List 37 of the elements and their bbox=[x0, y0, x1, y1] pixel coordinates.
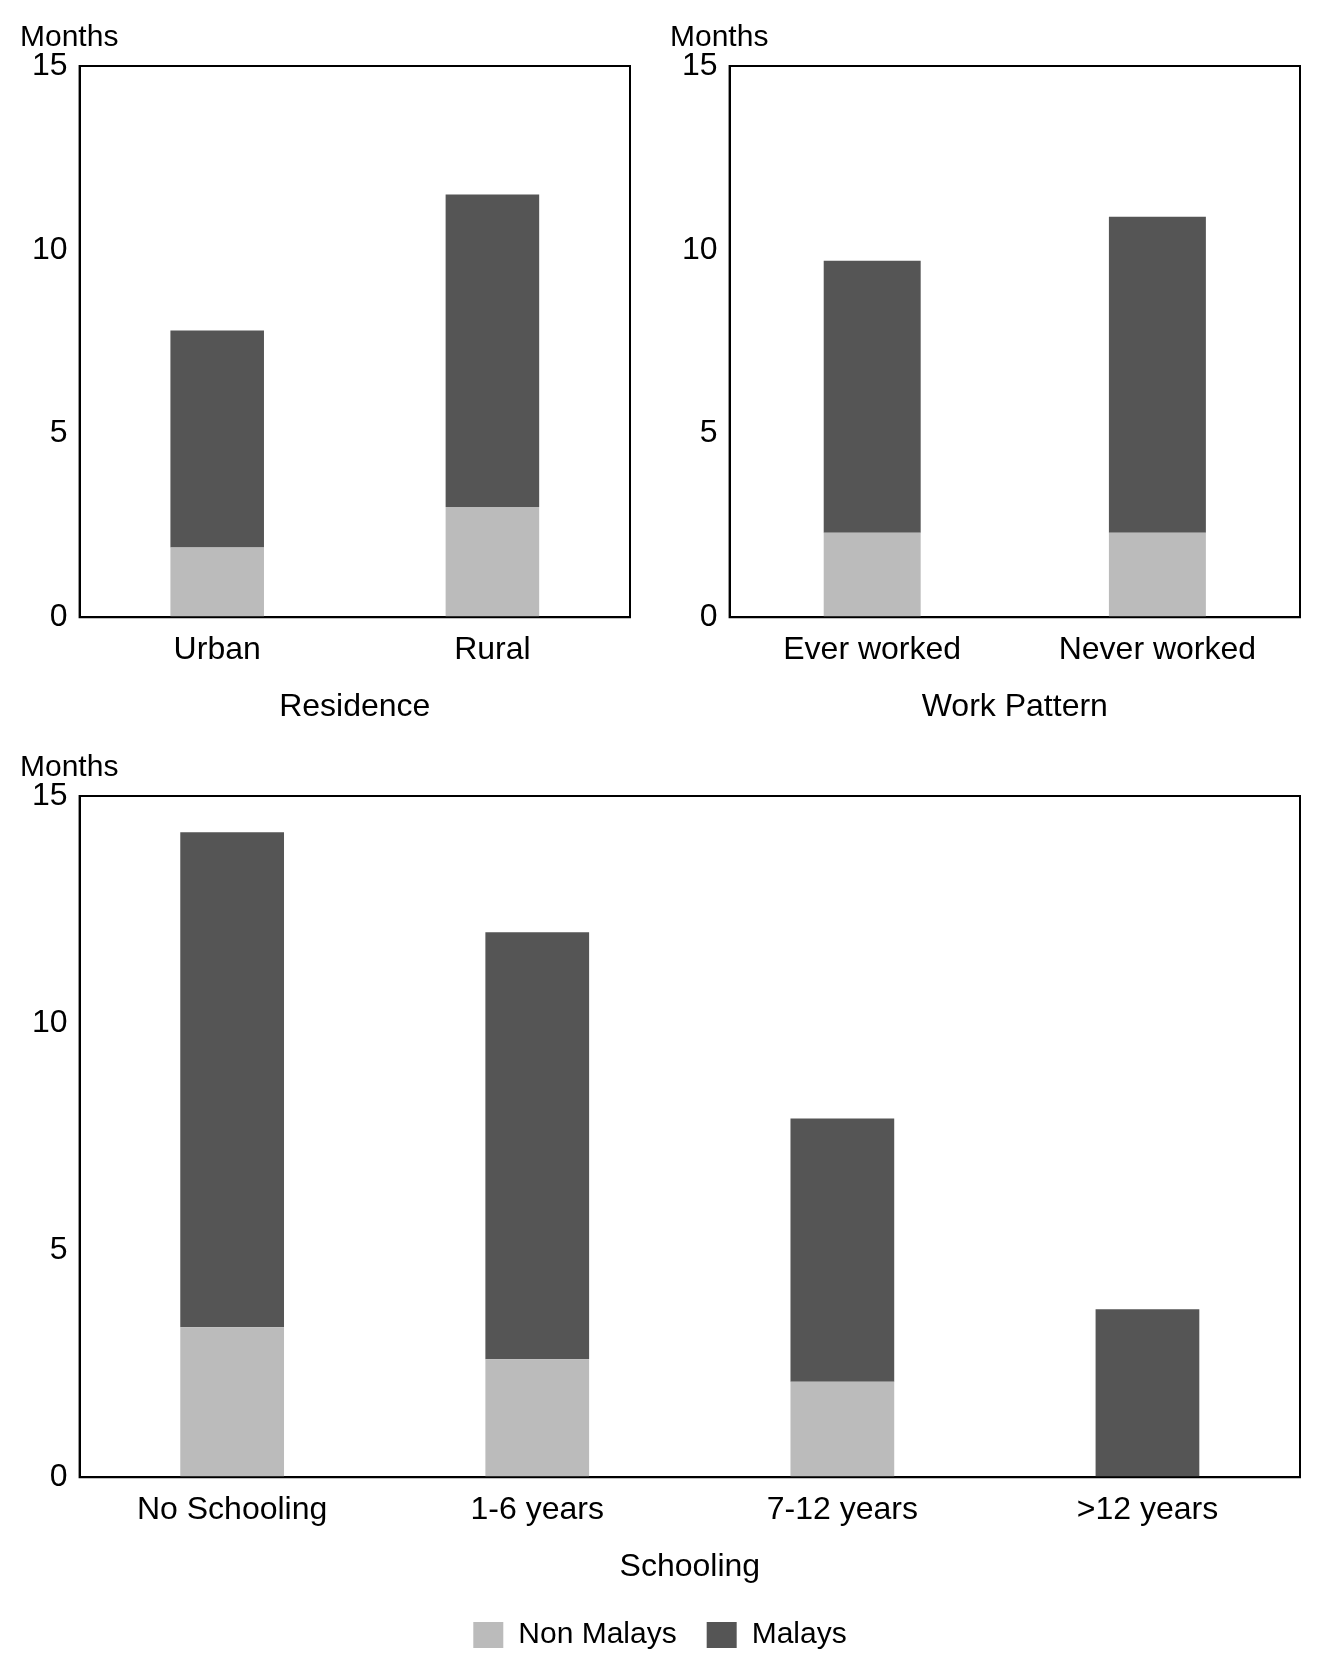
y-tick-label: 10 bbox=[32, 1002, 68, 1039]
bar bbox=[823, 260, 921, 533]
bar bbox=[485, 932, 590, 1360]
x-axis-title: Work Pattern bbox=[921, 686, 1108, 723]
bar bbox=[823, 532, 921, 618]
bar bbox=[180, 832, 285, 1328]
bar bbox=[170, 547, 264, 618]
bar bbox=[180, 1327, 285, 1478]
x-axis-title: Schooling bbox=[619, 1546, 761, 1583]
x-tick-label: Ever worked bbox=[783, 630, 962, 667]
y-tick-label: 10 bbox=[682, 229, 718, 266]
legend-label: Non Malays bbox=[518, 1616, 677, 1650]
y-tick-label: 0 bbox=[49, 1457, 68, 1494]
x-tick-label: >12 years bbox=[1076, 1490, 1219, 1527]
bar bbox=[1095, 1309, 1200, 1478]
y-tick-label: 0 bbox=[699, 597, 718, 634]
x-tick-label: 1-6 years bbox=[470, 1490, 604, 1527]
y-tick-label: 5 bbox=[49, 1229, 68, 1266]
y-tick-label: 5 bbox=[699, 413, 718, 450]
x-tick-label: 7-12 years bbox=[766, 1490, 918, 1527]
bar bbox=[1108, 532, 1206, 618]
bar bbox=[170, 330, 264, 548]
x-tick-label: Rural bbox=[454, 630, 531, 667]
x-tick-label: Never worked bbox=[1058, 630, 1257, 667]
x-tick-label: No Schooling bbox=[136, 1490, 328, 1527]
x-tick-label: Urban bbox=[173, 630, 261, 667]
y-tick-label: 0 bbox=[49, 597, 68, 634]
bar bbox=[445, 194, 540, 507]
y-tick-label: 10 bbox=[32, 229, 68, 266]
y-tick-label: 5 bbox=[49, 413, 68, 450]
x-axis-title: Residence bbox=[279, 686, 431, 723]
bar bbox=[445, 506, 540, 618]
bar bbox=[485, 1359, 590, 1478]
legend-label: Malays bbox=[751, 1616, 847, 1650]
bar bbox=[790, 1118, 895, 1382]
bar bbox=[1108, 216, 1206, 533]
bar bbox=[790, 1381, 895, 1478]
